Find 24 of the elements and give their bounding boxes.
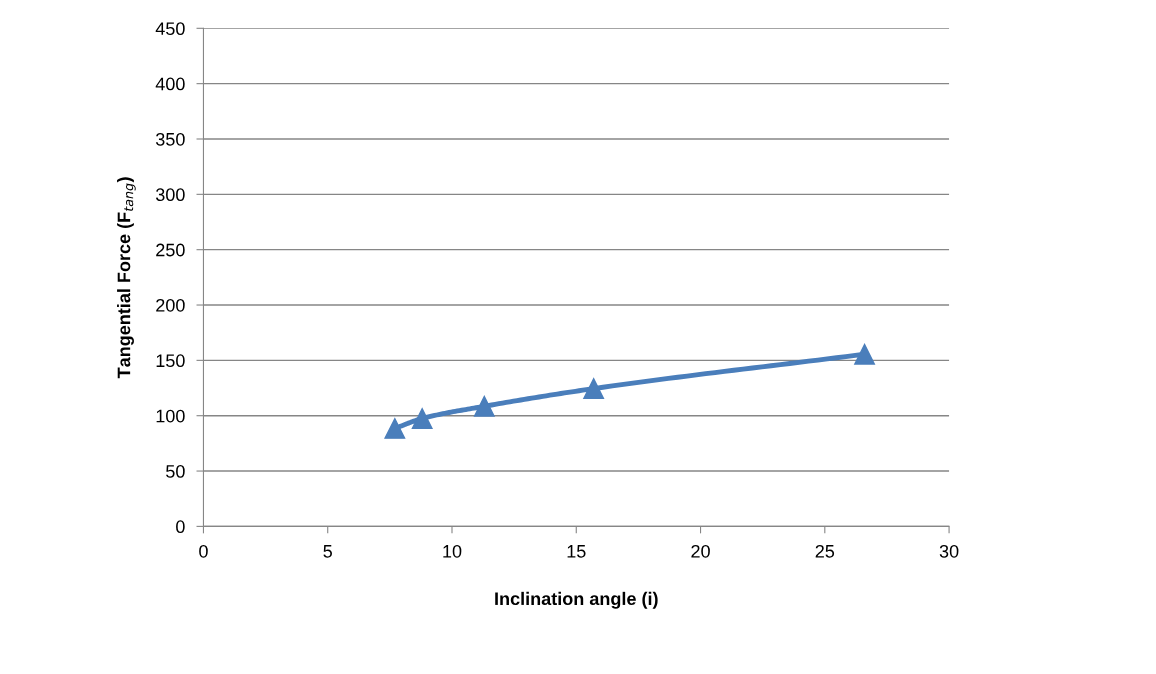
x-tick-label: 5 [323,545,332,558]
x-tick-label: 10 [443,544,462,558]
point [583,378,605,400]
y-tick-label: 0 [176,520,185,534]
y-tick-label: 200 [156,298,185,312]
y-tick-label: 150 [156,354,185,368]
y-axis-title: Tangential Force (F$_{tang}$) [117,177,136,379]
y-tick-label: 400 [155,77,185,91]
x-axis-title: Inclination angle (i) [495,591,658,609]
point [384,418,406,439]
x-tick-label: 25 [815,544,835,558]
y-tick-label: 100 [156,409,185,423]
point [854,343,875,365]
point [411,408,433,429]
y-tick-label: 250 [156,243,185,257]
x-tick-label: 0 [199,544,208,558]
y-tick-label: 50 [166,464,185,478]
y-tick-label: 450 [155,22,185,36]
y-tick-label: 350 [155,132,185,146]
y-tick-label: 300 [155,188,185,202]
x-tick-label: 20 [691,544,710,558]
point [473,395,495,417]
x-tick-label: 30 [939,544,959,558]
x-tick-label: 15 [567,545,586,558]
